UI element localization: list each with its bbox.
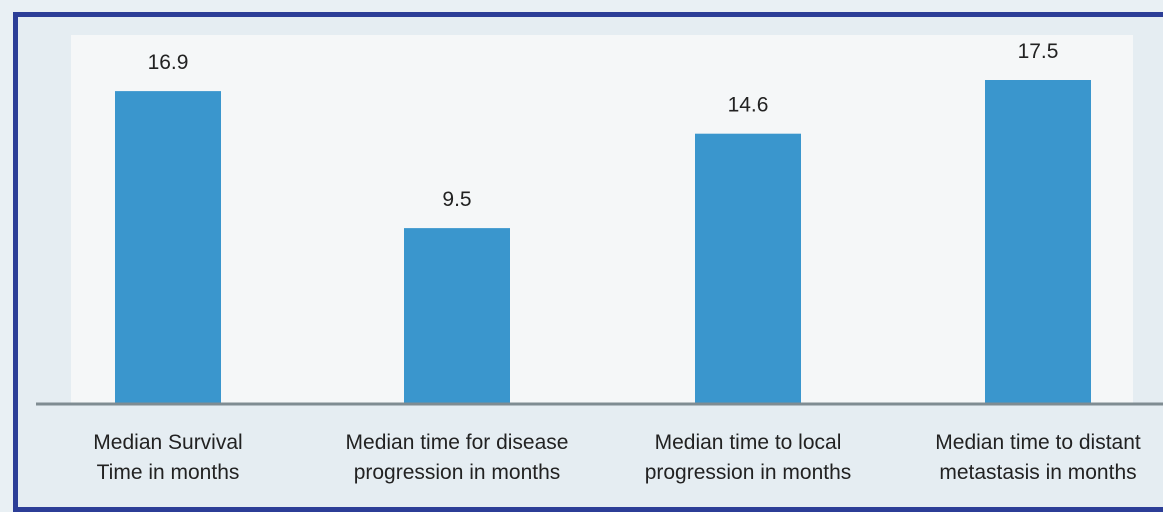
- data-label-1: 16.9: [148, 51, 189, 74]
- plot-area: [71, 35, 1133, 405]
- bar-1: [115, 91, 221, 404]
- bar-chart: 16.9 9.5 14.6 17.5 Median Survival Time in m…: [36, 40, 1163, 484]
- x-tick-label-3-line-2: progression in months: [645, 461, 852, 484]
- bar-2: [404, 228, 510, 404]
- data-label-3: 14.6: [728, 94, 769, 117]
- x-tick-label-1-line-1: Median Survival: [93, 431, 242, 454]
- x-tick-label-3-line-1: Median time to local: [655, 431, 842, 454]
- data-label-4: 17.5: [1018, 40, 1059, 63]
- x-tick-label-1-line-2: Time in months: [97, 461, 240, 484]
- x-tick-label-2-line-2: progression in months: [354, 461, 561, 484]
- x-tick-label-2-line-1: Median time for disease: [346, 431, 569, 454]
- x-tick-label-4-line-1: Median time to distant: [935, 431, 1141, 454]
- bar-3: [695, 133, 801, 405]
- bar-4: [985, 80, 1091, 404]
- x-tick-label-4-line-2: metastasis in months: [939, 461, 1136, 484]
- data-label-2: 9.5: [442, 188, 471, 211]
